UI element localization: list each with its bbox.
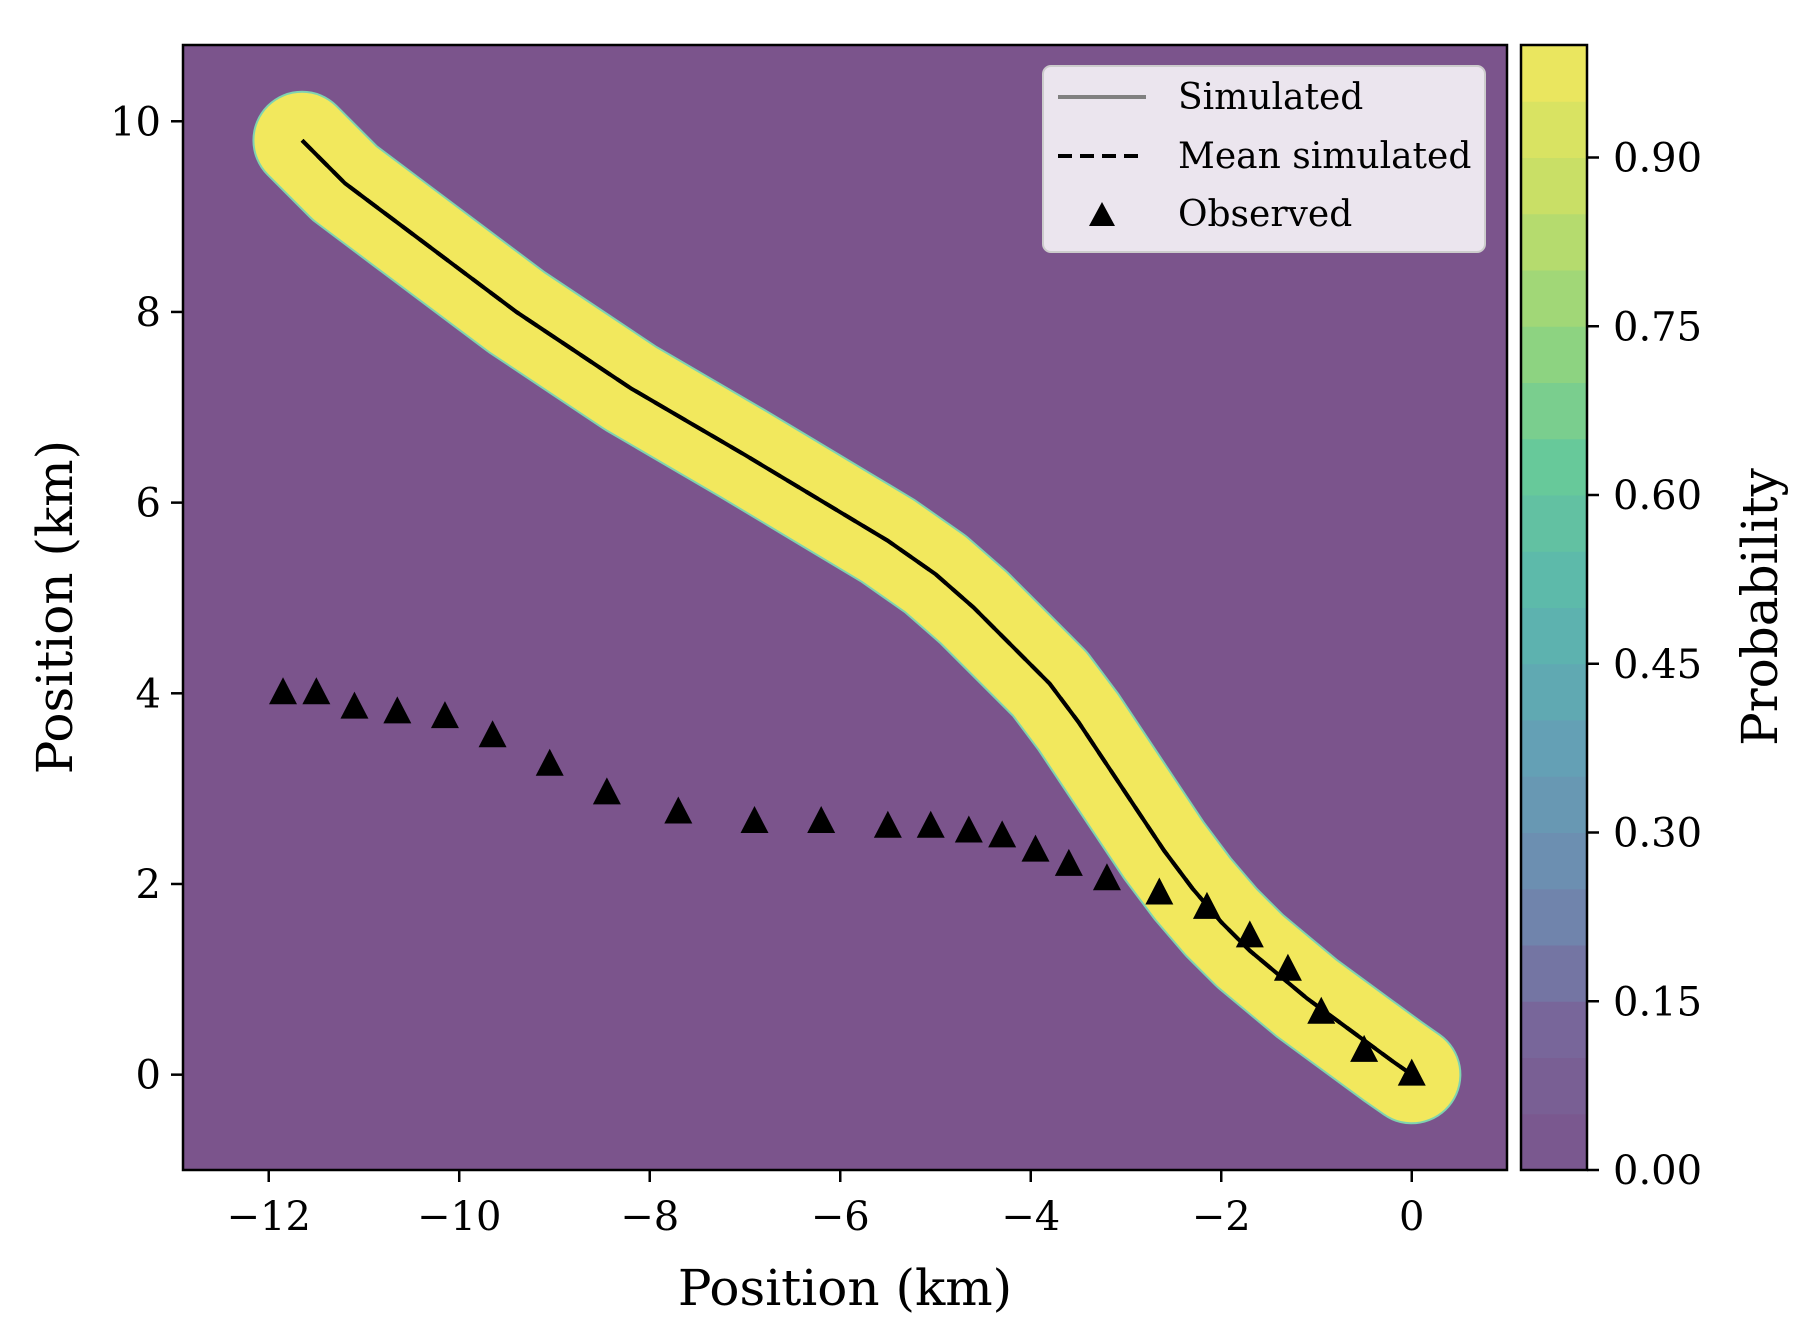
legend-observed-label: Observed xyxy=(1178,194,1352,235)
x-axis: −12 −10 −8 −6 −4 −2 0 xyxy=(227,1170,1424,1240)
observed-point xyxy=(916,810,945,838)
observed-point xyxy=(592,777,621,805)
observed-point xyxy=(1192,891,1221,919)
colorbar-level xyxy=(1521,1113,1587,1171)
observed-point xyxy=(1273,953,1302,981)
observed-point xyxy=(1235,920,1264,948)
legend-box xyxy=(1042,65,1486,253)
legend-mean-simulated-label: Mean simulated xyxy=(1178,136,1471,177)
x-tick-label: −4 xyxy=(1001,1194,1060,1240)
observed-point xyxy=(1054,848,1083,876)
observed-point xyxy=(740,806,769,834)
colorbar-level xyxy=(1521,1001,1587,1058)
legend-observed-marker xyxy=(1089,202,1115,226)
x-tick-label: −6 xyxy=(811,1194,870,1240)
colorbar-level xyxy=(1521,157,1587,215)
colorbar-label: Probability xyxy=(1731,467,1789,746)
colorbar-level xyxy=(1521,495,1587,552)
colorbar-level xyxy=(1521,1057,1587,1115)
x-tick-label: −10 xyxy=(417,1194,501,1240)
observed-point xyxy=(664,796,693,824)
y-tick-label: 8 xyxy=(136,290,161,336)
colorbar-level xyxy=(1521,888,1587,946)
colorbar-tick-label: 0.00 xyxy=(1613,1148,1702,1194)
y-tick-label: 6 xyxy=(136,481,161,527)
colorbar-frame xyxy=(1519,43,1589,1172)
observed-point xyxy=(807,806,836,834)
mean-simulated-line xyxy=(300,138,1413,1077)
colorbar-level xyxy=(1521,551,1587,608)
colorbar: 0.00 0.15 0.30 0.45 0.60 0.75 0.90 Probability xyxy=(1519,43,1789,1194)
observed-point xyxy=(302,677,331,705)
observed-point xyxy=(1350,1034,1379,1062)
y-axis: 0 2 4 6 8 10 xyxy=(110,99,183,1099)
observed-point xyxy=(478,720,507,748)
y-tick-label: 0 xyxy=(136,1053,161,1099)
colorbar-level xyxy=(1521,607,1587,665)
colorbar-level xyxy=(1521,270,1587,327)
colorbar-level xyxy=(1521,45,1587,102)
legend-simulated-label: Simulated xyxy=(1178,77,1363,118)
colorbar-level xyxy=(1521,326,1587,383)
colorbar-level xyxy=(1521,101,1587,158)
colorbar-tick-label: 0.15 xyxy=(1613,979,1702,1025)
observed-point xyxy=(873,810,902,838)
y-tick-label: 10 xyxy=(110,99,161,145)
colorbar-tick-label: 0.90 xyxy=(1613,136,1702,182)
observed-point xyxy=(988,820,1017,848)
colorbar-tick-label: 0.45 xyxy=(1613,642,1702,688)
observed-point xyxy=(430,701,459,729)
colorbar-tick-label: 0.60 xyxy=(1613,473,1702,519)
observed-point xyxy=(954,815,983,843)
y-axis-label: Position (km) xyxy=(26,440,84,774)
colorbar-tick-label: 0.30 xyxy=(1613,811,1702,857)
y-tick-label: 4 xyxy=(136,671,161,717)
colorbar-level xyxy=(1521,382,1587,440)
colorbar-level xyxy=(1521,663,1587,721)
colorbar-level xyxy=(1521,213,1587,271)
observed-point xyxy=(535,748,564,776)
observed-point xyxy=(1307,996,1336,1024)
observed-point xyxy=(1145,877,1174,905)
colorbar-level xyxy=(1521,720,1587,777)
colorbar-level xyxy=(1521,438,1587,496)
colorbar-level xyxy=(1521,832,1587,890)
observed-point xyxy=(1021,834,1050,862)
observed-point xyxy=(1397,1058,1426,1086)
plot-frame xyxy=(181,43,1509,1172)
x-tick-label: −2 xyxy=(1192,1194,1251,1240)
colorbar-level xyxy=(1521,945,1587,1002)
x-tick-label: 0 xyxy=(1399,1194,1424,1240)
colorbar-level xyxy=(1521,776,1587,833)
legend: Simulated Mean simulated Observed xyxy=(1042,65,1486,253)
x-tick-label: −12 xyxy=(227,1194,311,1240)
x-tick-label: −8 xyxy=(620,1194,679,1240)
observed-point xyxy=(1092,863,1121,891)
observed-point xyxy=(340,691,369,719)
observed-point xyxy=(383,696,412,724)
y-tick-label: 2 xyxy=(136,862,161,908)
colorbar-tick-label: 0.75 xyxy=(1613,304,1702,350)
x-axis-label: Position (km) xyxy=(678,1259,1012,1317)
observed-point xyxy=(269,677,298,705)
